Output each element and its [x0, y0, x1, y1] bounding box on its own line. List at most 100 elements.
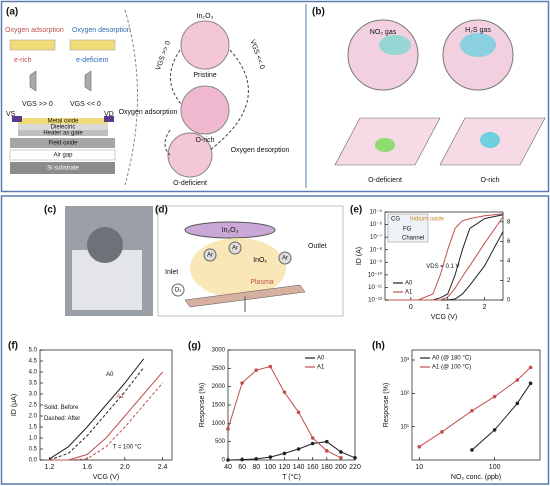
- text: In₂O₃: [197, 13, 214, 20]
- series-line: [49, 367, 145, 461]
- y-tick-label: 500: [215, 439, 226, 445]
- ion: [228, 241, 242, 255]
- band-icon: [29, 70, 92, 92]
- text: VGS >> 0: [155, 40, 172, 71]
- marker: [268, 455, 273, 459]
- y-tick-label: 10²: [400, 391, 409, 397]
- legend-label: A1 (@ 100 °C): [432, 365, 471, 371]
- marker: [417, 444, 422, 449]
- text: Ar: [207, 253, 213, 259]
- frame: [157, 205, 344, 317]
- y-tick-label: 10⁻⁷: [370, 234, 382, 241]
- x-tick-label: 180: [321, 464, 333, 471]
- electrode: [12, 116, 22, 122]
- marker: [528, 381, 533, 386]
- text: Oxygen adsorption: [119, 109, 178, 116]
- ion: [278, 251, 292, 265]
- charge: [375, 138, 395, 152]
- text: VGS << 0: [248, 39, 265, 70]
- y-tick-label: 10¹: [400, 424, 409, 430]
- panel-label: (b): [312, 7, 325, 18]
- marker: [440, 430, 444, 434]
- layer-label: Heater as gate: [43, 131, 83, 137]
- series-line: [49, 382, 163, 461]
- y2-tick-label: 2: [507, 278, 511, 284]
- annotation: A0: [106, 372, 114, 378]
- y-tick-label: 2.0: [29, 414, 38, 420]
- state-label: O-rich: [195, 137, 214, 144]
- panel-label: (a): [6, 7, 18, 18]
- marker: [353, 456, 357, 460]
- annotation: A1: [117, 394, 125, 400]
- panel-label: (e): [350, 205, 362, 216]
- x-tick-label: 80: [252, 464, 260, 471]
- x-tick-label: 2.0: [120, 464, 130, 471]
- electrode: [104, 116, 114, 122]
- charge: [460, 33, 496, 57]
- y-axis-label: Response (%): [199, 383, 206, 427]
- x-axis-label: VCG (V): [431, 314, 457, 321]
- marker: [254, 457, 259, 461]
- y-axis-label: ID (μA): [11, 394, 18, 416]
- y-tick-label: 10⁻⁶: [370, 221, 383, 228]
- text: e-deficient: [76, 57, 108, 64]
- film: [69, 39, 116, 51]
- gas-label: NO₂ gas: [370, 29, 397, 36]
- marker: [324, 449, 329, 453]
- y-tick-label: 10³: [400, 358, 409, 364]
- ion: [203, 248, 217, 262]
- marker: [515, 401, 520, 406]
- y2-tick-label: 4: [507, 258, 511, 264]
- y-tick-label: 3.0: [29, 392, 38, 398]
- x-tick-label: 2: [483, 304, 487, 311]
- annotation: VDS = 0.1 V: [426, 264, 459, 270]
- y-tick-label: 10⁻⁹: [370, 259, 383, 266]
- y-tick-label: 10⁻⁵: [370, 209, 383, 216]
- charge: [379, 35, 411, 55]
- y-tick-label: 2.5: [29, 403, 38, 409]
- lattice: [167, 132, 213, 178]
- oxygen: [171, 283, 185, 297]
- lattice: [180, 85, 230, 135]
- annotation: Dashed: After: [44, 416, 80, 422]
- y2-tick-label: 8: [507, 219, 511, 225]
- y-tick-label: 3000: [212, 348, 226, 354]
- layer: [10, 138, 115, 148]
- marker: [492, 428, 497, 432]
- x-tick-label: 100: [489, 464, 501, 471]
- y-tick-label: 0.5: [29, 447, 38, 453]
- charge: [480, 132, 500, 148]
- x-tick-label: 220: [349, 464, 361, 471]
- inset-label: Channel: [402, 236, 424, 242]
- legend-label: A0: [317, 356, 325, 362]
- plot-frame: [411, 349, 541, 461]
- x-tick-label: 160: [307, 464, 319, 471]
- x-tick-label: 10: [415, 464, 423, 471]
- marker: [282, 390, 287, 394]
- legend-label: A0: [405, 281, 413, 287]
- panel-label: (g): [188, 341, 201, 352]
- layer: [18, 130, 108, 136]
- photo-part: [87, 227, 123, 263]
- y-tick-label: 0.0: [29, 458, 38, 464]
- marker: [254, 368, 259, 372]
- y-tick-label: 1.5: [29, 425, 38, 431]
- marker: [470, 408, 474, 413]
- annotation: Solid: Before: [44, 405, 79, 411]
- panel-label: (f): [8, 341, 18, 352]
- y-axis-label: Response (%): [383, 383, 390, 427]
- x-tick-label: 120: [279, 464, 291, 471]
- marker: [324, 439, 329, 444]
- marker: [528, 365, 533, 370]
- y-tick-label: 10⁻¹²: [368, 298, 382, 304]
- marker: [226, 458, 230, 462]
- y-tick-label: 10⁻¹⁰: [368, 271, 383, 278]
- marker: [492, 394, 497, 399]
- text: Plasma: [250, 279, 273, 286]
- layer: [10, 162, 115, 174]
- state-label: O-deficient: [173, 180, 207, 187]
- series-line: [227, 365, 342, 459]
- state-label: Pristine: [193, 72, 216, 79]
- layer-label: Si substrate: [47, 166, 79, 172]
